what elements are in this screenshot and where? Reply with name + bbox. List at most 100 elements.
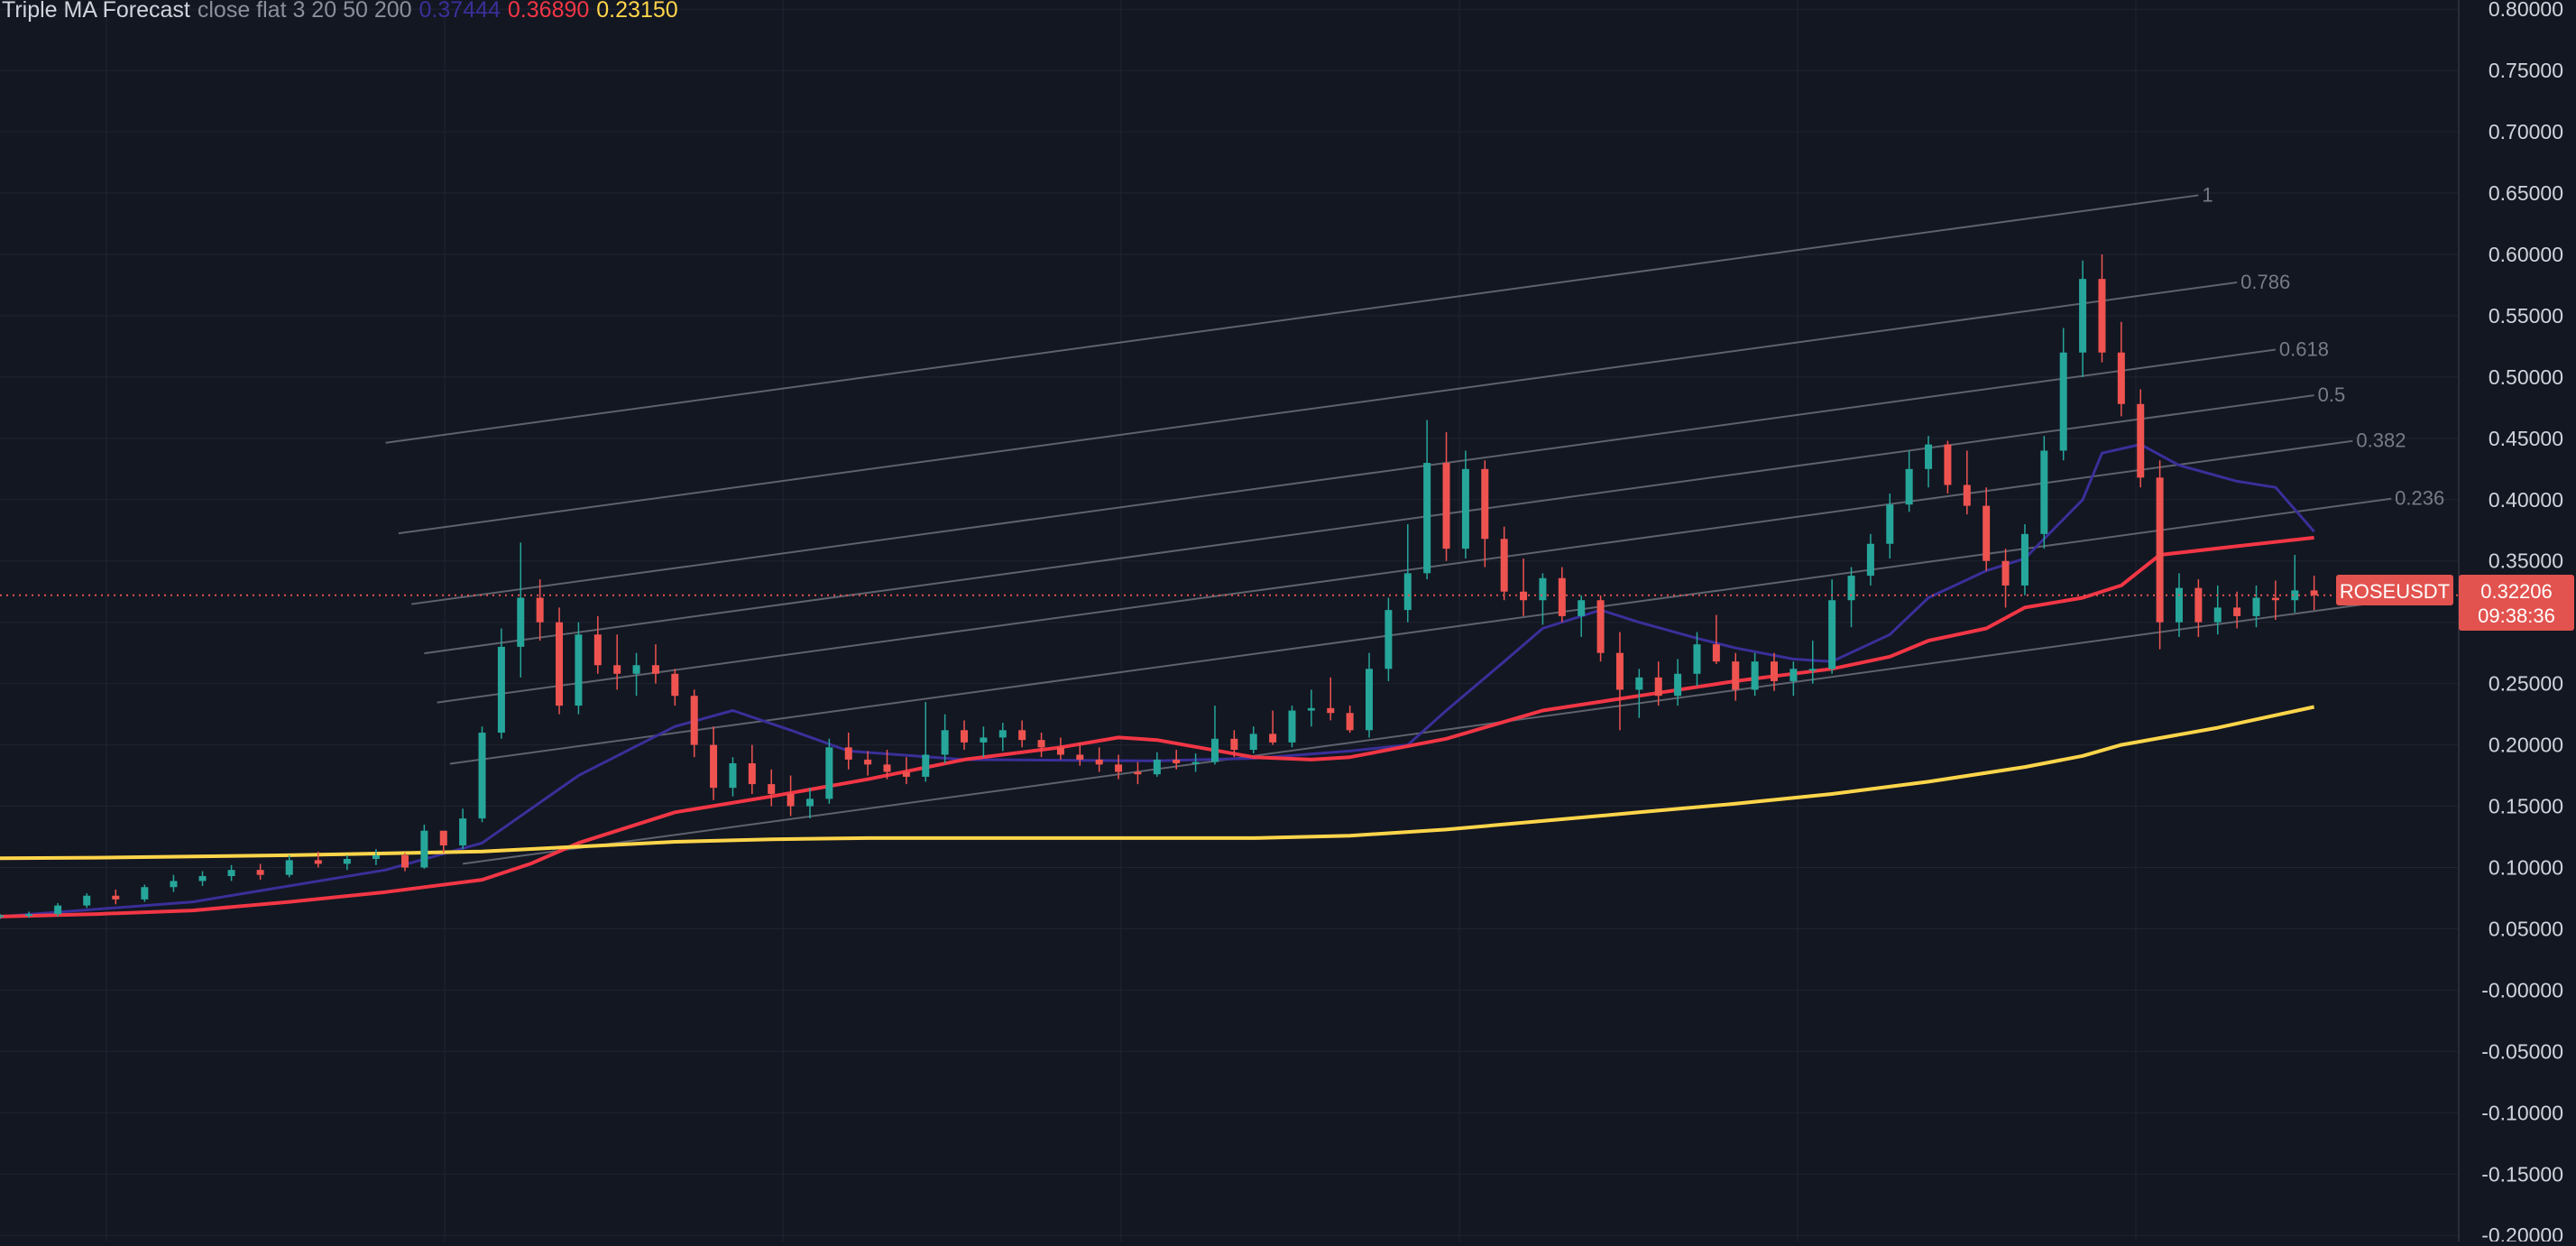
candle-body bbox=[768, 784, 776, 794]
candle-body bbox=[314, 860, 322, 864]
price-axis-tick: 0.50000 bbox=[2489, 365, 2563, 389]
candle-body bbox=[2175, 587, 2183, 623]
candle-body bbox=[1134, 771, 1142, 775]
candle-body bbox=[1635, 677, 1643, 690]
candle-body bbox=[1500, 539, 1508, 592]
candle-body bbox=[1944, 444, 1952, 485]
fib-level-line bbox=[437, 439, 2353, 704]
candle-body bbox=[439, 830, 447, 846]
candle-body bbox=[1403, 573, 1412, 611]
price-axis-tick: 0.40000 bbox=[2489, 488, 2563, 512]
fib-level-line bbox=[410, 348, 2277, 605]
candle-body bbox=[1789, 669, 1798, 681]
price-axis-tick: 0.25000 bbox=[2489, 672, 2563, 696]
fib-level-line bbox=[449, 497, 2392, 765]
candle-body bbox=[2271, 597, 2279, 601]
candle-body bbox=[980, 737, 988, 743]
candle-body bbox=[2079, 279, 2087, 353]
candle-body bbox=[651, 665, 659, 674]
candles bbox=[0, 254, 2318, 919]
candle-body bbox=[1269, 734, 1277, 743]
candle-body bbox=[1712, 644, 1720, 662]
candle-body bbox=[1249, 734, 1257, 751]
price-axis-tick: -0.05000 bbox=[2481, 1039, 2563, 1063]
grid bbox=[0, 0, 2459, 1241]
candle-body bbox=[1288, 710, 1296, 743]
candle-body bbox=[400, 854, 409, 868]
ma-mid-value: 0.36890 bbox=[507, 0, 590, 23]
candle-body bbox=[1153, 759, 1161, 775]
candle-body bbox=[902, 771, 910, 777]
candle-body bbox=[1828, 600, 1836, 669]
candle-body bbox=[1173, 759, 1181, 763]
candle-body bbox=[343, 858, 351, 864]
candle-body bbox=[1095, 759, 1103, 765]
candle-body bbox=[632, 665, 640, 674]
indicator-title[interactable]: Triple MA Forecast bbox=[2, 0, 190, 23]
ma-fast-value: 0.37444 bbox=[419, 0, 501, 23]
candle-body bbox=[2213, 607, 2222, 623]
price-axis-tick: 0.35000 bbox=[2489, 549, 2563, 573]
candle-body bbox=[256, 870, 264, 875]
candle-body bbox=[2040, 450, 2048, 534]
fib-level-label: 0.382 bbox=[2356, 429, 2406, 452]
candle-body bbox=[883, 764, 891, 772]
symbol-tag-text: ROSEUSDT bbox=[2340, 580, 2450, 603]
ma-mid-line bbox=[0, 535, 2314, 918]
candle-body bbox=[1346, 713, 1354, 731]
candle-body bbox=[1327, 707, 1335, 714]
candle-body bbox=[2194, 587, 2203, 623]
candle-body bbox=[1596, 600, 1605, 653]
candle-body bbox=[141, 887, 149, 900]
candle-body bbox=[593, 634, 602, 666]
candle-body bbox=[2233, 607, 2241, 616]
candle-body bbox=[2252, 597, 2260, 616]
candle-body bbox=[1770, 661, 1778, 681]
candle-body bbox=[844, 747, 852, 760]
candle-body bbox=[2059, 352, 2067, 451]
candle-body bbox=[1461, 468, 1469, 549]
candle-body bbox=[1423, 463, 1431, 574]
candle-body bbox=[690, 696, 698, 745]
price-axis-tick: 0.10000 bbox=[2489, 856, 2563, 880]
candle-body bbox=[1230, 738, 1238, 751]
candle-body bbox=[1056, 747, 1064, 755]
candle-body bbox=[671, 673, 679, 697]
candle-body bbox=[0, 915, 4, 918]
candle-body bbox=[227, 870, 235, 877]
price-axis-tick: -0.00000 bbox=[2481, 978, 2563, 1001]
candle-body bbox=[478, 733, 486, 819]
candle-body bbox=[1963, 485, 1971, 506]
candle-body bbox=[497, 646, 505, 734]
candle-body bbox=[1866, 543, 1874, 577]
ma-slow-line bbox=[0, 705, 2315, 861]
price-axis-tick: -0.15000 bbox=[2481, 1162, 2563, 1186]
price-axis-tick: 0.55000 bbox=[2489, 304, 2563, 328]
ma-slow-value: 0.23150 bbox=[596, 0, 678, 23]
candle-body bbox=[285, 860, 293, 875]
candle-body bbox=[420, 830, 428, 868]
fib-level-label: 0.5 bbox=[2318, 383, 2346, 406]
indicator-legend[interactable]: Triple MA Forecast close flat 3 20 50 200… bbox=[2, 0, 685, 23]
last-price-value: 0.32206 bbox=[2480, 580, 2553, 603]
candle-body bbox=[941, 730, 949, 755]
candle-body bbox=[1520, 591, 1528, 601]
candle-body bbox=[2098, 279, 2106, 353]
candle-body bbox=[729, 762, 737, 789]
candle-body bbox=[198, 876, 207, 881]
candle-body bbox=[556, 622, 564, 706]
candle-body bbox=[1115, 764, 1123, 772]
candle-body bbox=[1847, 576, 1855, 601]
candle-body bbox=[922, 754, 930, 777]
candle-body bbox=[613, 665, 621, 674]
price-axis-tick: 0.45000 bbox=[2489, 427, 2563, 450]
candle-body bbox=[1732, 661, 1740, 690]
candle-body bbox=[1615, 652, 1624, 690]
candle-body bbox=[1442, 463, 1450, 549]
fib-level-line bbox=[385, 194, 2199, 444]
fib-level-line bbox=[398, 281, 2238, 535]
